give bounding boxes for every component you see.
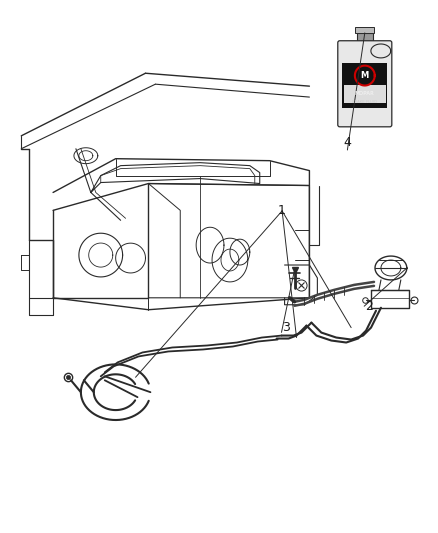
Bar bbox=[357, 33, 373, 43]
Text: 1: 1 bbox=[278, 204, 286, 217]
Bar bbox=[344, 85, 386, 103]
FancyBboxPatch shape bbox=[338, 41, 392, 127]
Bar bbox=[342, 63, 387, 108]
Bar bbox=[355, 27, 374, 33]
Text: MOPAR: MOPAR bbox=[355, 91, 374, 96]
Text: 2: 2 bbox=[365, 300, 373, 313]
Text: 3: 3 bbox=[283, 321, 290, 334]
Text: M: M bbox=[360, 71, 369, 80]
Text: 4: 4 bbox=[343, 135, 351, 149]
Text: BRAKE FLUID: BRAKE FLUID bbox=[352, 100, 378, 104]
